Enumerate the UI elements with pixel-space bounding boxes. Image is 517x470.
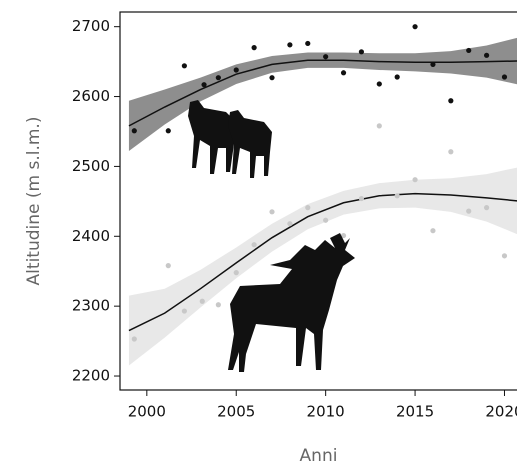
chamois xyxy=(188,100,236,174)
data-point xyxy=(430,228,436,234)
x-tick-label: 2015 xyxy=(396,403,434,421)
data-point xyxy=(448,149,454,155)
y-tick-label: 2500 xyxy=(72,157,110,175)
plot-frame xyxy=(119,11,517,391)
data-point xyxy=(287,42,293,48)
data-point xyxy=(340,70,347,76)
data-point xyxy=(376,123,382,129)
data-point xyxy=(181,308,187,314)
data-point xyxy=(358,49,365,55)
y-tick-label: 2600 xyxy=(72,87,110,105)
data-point xyxy=(131,128,137,134)
data-point xyxy=(448,98,454,104)
data-point xyxy=(199,298,205,304)
plot-area xyxy=(128,24,517,366)
y-tick-label: 2300 xyxy=(72,297,110,315)
data-point xyxy=(394,74,400,80)
data-point xyxy=(323,217,329,223)
data-point xyxy=(233,270,239,276)
data-point xyxy=(501,74,508,80)
chamois-silhouette xyxy=(188,100,272,178)
data-point xyxy=(251,45,257,51)
x-axis-title: Anni xyxy=(300,446,338,466)
x-tick-label: 2020 xyxy=(485,403,517,421)
data-point xyxy=(165,128,171,134)
data-point xyxy=(483,52,490,58)
x-tick-label: 2010 xyxy=(307,403,345,421)
data-point xyxy=(181,63,187,69)
smooth-line xyxy=(128,192,517,332)
data-point xyxy=(466,208,472,214)
data-point xyxy=(165,263,171,269)
data-point xyxy=(287,221,293,227)
data-point xyxy=(215,75,221,81)
data-point xyxy=(269,209,275,215)
data-point xyxy=(269,75,275,81)
y-tick-label: 2700 xyxy=(72,17,110,35)
smooth-line xyxy=(128,59,517,127)
data-point xyxy=(358,195,365,202)
data-point xyxy=(323,54,329,60)
data-point xyxy=(501,253,508,259)
confidence-band xyxy=(128,37,517,152)
data-point xyxy=(412,24,418,30)
deer xyxy=(228,233,355,372)
chamois xyxy=(228,110,272,178)
data-point xyxy=(394,193,400,199)
x-tick-label: 2000 xyxy=(128,403,166,421)
data-point xyxy=(131,336,137,342)
data-point xyxy=(305,40,311,47)
data-point xyxy=(430,61,436,68)
deer-silhouette xyxy=(228,233,355,372)
data-point xyxy=(340,232,347,239)
y-tick-label: 2400 xyxy=(72,227,110,245)
data-point xyxy=(376,81,382,87)
data-point xyxy=(412,177,418,183)
data-point xyxy=(466,47,472,54)
data-point xyxy=(201,82,207,88)
confidence-band xyxy=(128,167,517,366)
data-point xyxy=(483,205,490,211)
y-tick-label: 2200 xyxy=(72,367,110,385)
data-point xyxy=(305,205,311,211)
data-point xyxy=(233,67,239,73)
data-point xyxy=(251,242,257,248)
y-axis-title: Altitudine (m s.l.m.) xyxy=(24,117,44,286)
x-tick-label: 2005 xyxy=(217,403,255,421)
data-point xyxy=(215,302,221,308)
